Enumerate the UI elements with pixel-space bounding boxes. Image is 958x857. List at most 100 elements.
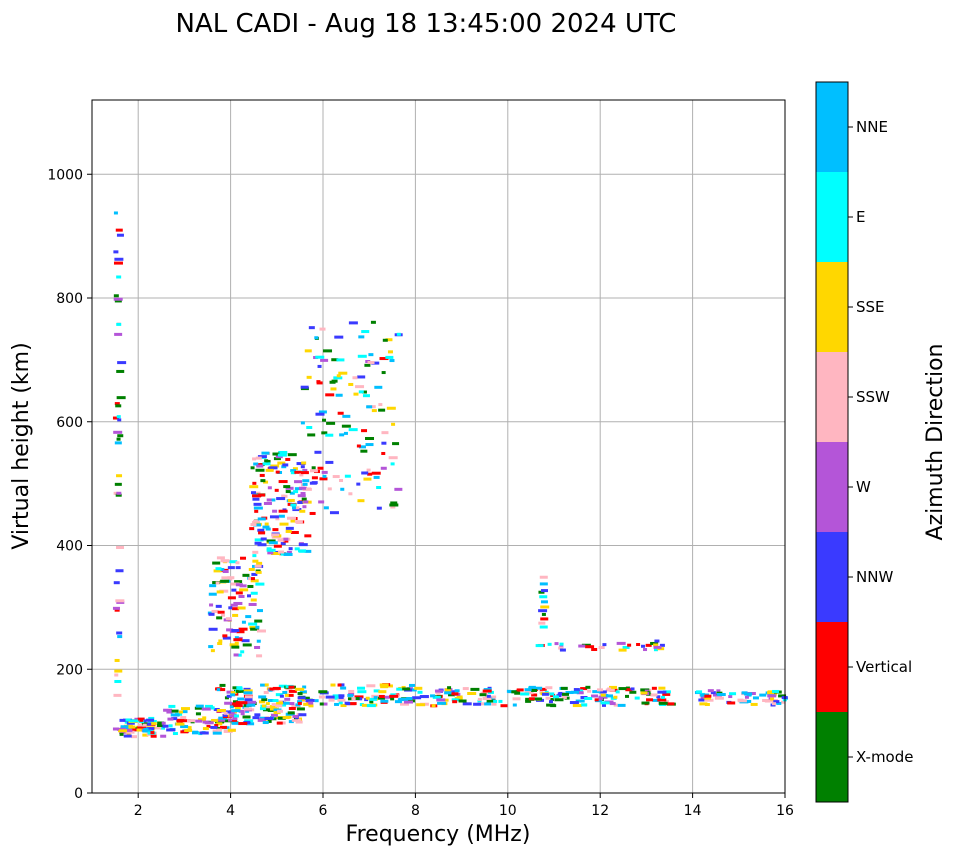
echo-point [653, 648, 658, 652]
echo-point [348, 492, 353, 496]
echo-point [281, 494, 286, 498]
echo-point [242, 643, 252, 647]
echo-point [524, 688, 532, 692]
echo-point [306, 375, 312, 379]
echo-point [180, 725, 189, 729]
echo-point [403, 700, 413, 704]
echo-point [220, 579, 230, 583]
echo-point [299, 509, 306, 513]
echo-point [221, 613, 226, 617]
echo-point [248, 622, 258, 626]
echo-point [334, 702, 340, 706]
echo-point [288, 547, 293, 551]
echo-point [216, 688, 221, 692]
echo-point [352, 376, 358, 380]
echo-point [269, 705, 277, 709]
echo-point [394, 700, 402, 704]
echo-point [270, 713, 278, 717]
echo-point [767, 691, 775, 695]
echo-point [271, 551, 281, 555]
echo-point [366, 684, 376, 688]
echo-point [252, 716, 260, 720]
echo-point [512, 703, 517, 707]
echo-point [209, 584, 217, 588]
echo-point [243, 689, 253, 693]
echo-point [180, 716, 187, 720]
echo-point [226, 628, 234, 632]
y-tick-label: 600 [56, 415, 83, 431]
echo-point [256, 464, 264, 468]
echo-point [116, 322, 122, 326]
echo-point [297, 500, 304, 504]
echo-point [114, 402, 120, 406]
echo-point [208, 645, 214, 649]
echo-point [538, 590, 545, 594]
echo-point [378, 408, 386, 412]
echo-point [289, 491, 295, 495]
echo-point [341, 424, 351, 428]
colorbar-segment [816, 82, 848, 172]
echo-point [245, 615, 252, 619]
x-tick-label: 2 [134, 803, 143, 819]
echo-point [283, 485, 291, 489]
echo-point [117, 361, 127, 365]
echo-point [391, 422, 396, 426]
echo-point [114, 299, 122, 303]
echo-point [641, 701, 650, 705]
echo-point [248, 602, 257, 606]
echo-point [218, 716, 228, 720]
echo-point [243, 707, 252, 711]
echo-point [462, 687, 469, 691]
echo-point [283, 701, 290, 705]
x-tick-label: 16 [776, 803, 794, 819]
echo-point [607, 687, 612, 691]
echo-point [359, 703, 364, 707]
echo-point [385, 338, 393, 342]
echo-point [250, 523, 257, 527]
echo-point [116, 396, 126, 400]
echo-point [157, 721, 165, 725]
echo-point [291, 506, 296, 510]
echo-point [653, 643, 659, 647]
echo-point [113, 491, 118, 495]
echo-point [220, 568, 225, 572]
echo-point [369, 700, 374, 704]
echo-point [290, 471, 296, 475]
echo-point [584, 696, 593, 700]
echo-point [246, 703, 256, 707]
echo-point [115, 404, 122, 408]
echo-point [380, 466, 387, 470]
echo-point [209, 706, 215, 710]
echo-point [260, 479, 266, 483]
echo-point [250, 579, 259, 583]
echo-point [285, 490, 291, 494]
echo-point [376, 506, 382, 510]
echo-point [752, 696, 759, 700]
echo-point [591, 647, 598, 651]
echo-point [114, 257, 124, 261]
echo-point [233, 601, 243, 605]
echo-point [283, 539, 289, 543]
echo-point [243, 701, 248, 705]
echo-point [123, 734, 132, 738]
echo-point [703, 696, 712, 700]
echo-point [357, 690, 367, 694]
echo-point [598, 690, 607, 694]
echo-point [114, 441, 122, 445]
colorbar-tick-label: W [856, 478, 871, 496]
echo-point [327, 487, 332, 491]
echo-point [171, 717, 178, 721]
echo-point [286, 516, 296, 520]
echo-point [363, 477, 372, 481]
echo-point [229, 705, 234, 709]
echo-point [302, 505, 307, 509]
echo-point [281, 465, 287, 469]
echo-point [257, 543, 267, 547]
echo-point [298, 549, 307, 553]
echo-point [199, 731, 205, 735]
echo-point [540, 600, 548, 604]
echo-point [295, 687, 305, 691]
echo-point [434, 689, 443, 693]
echo-point [374, 385, 383, 389]
echo-point [417, 690, 423, 694]
